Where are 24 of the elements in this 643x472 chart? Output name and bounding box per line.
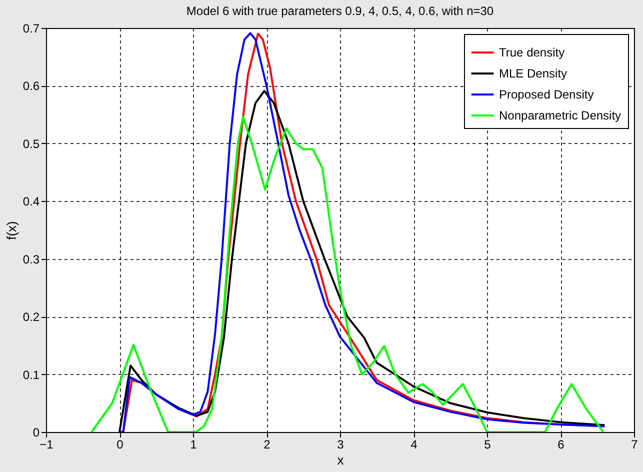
chart-title: Model 6 with true parameters 0.9, 4, 0.5, 4, 0.6, with n=30 bbox=[186, 4, 494, 18]
legend-label: Proposed Density bbox=[499, 88, 594, 102]
y-tick-label: 0 bbox=[32, 426, 40, 440]
x-tick-label: 0 bbox=[116, 438, 124, 452]
y-axis-title: f(x) bbox=[4, 221, 19, 240]
x-tick-label: −1 bbox=[40, 438, 54, 452]
y-tick-label: 0.6 bbox=[22, 79, 40, 94]
x-tick-label: 1 bbox=[190, 438, 198, 452]
x-tick-label: 5 bbox=[484, 438, 492, 452]
y-tick-label: 0.7 bbox=[22, 22, 40, 36]
y-tick-label: 0.5 bbox=[22, 136, 40, 151]
x-tick-label: 6 bbox=[558, 438, 565, 452]
legend-label: Nonparametric Density bbox=[499, 108, 622, 122]
legend-label: MLE Density bbox=[499, 66, 568, 80]
x-tick-label: 3 bbox=[337, 438, 344, 452]
legend-label: True density bbox=[499, 46, 565, 60]
y-tick-label: 0.3 bbox=[22, 252, 40, 266]
x-tick-label: 7 bbox=[631, 438, 638, 452]
x-tick-label: 2 bbox=[264, 438, 271, 452]
x-axis-title: x bbox=[337, 452, 344, 468]
y-tick-label: 0.1 bbox=[22, 368, 40, 382]
y-tick-label: 0.2 bbox=[22, 310, 40, 324]
x-tick-label: 4 bbox=[410, 438, 418, 452]
y-tick-label: 0.4 bbox=[22, 194, 40, 209]
